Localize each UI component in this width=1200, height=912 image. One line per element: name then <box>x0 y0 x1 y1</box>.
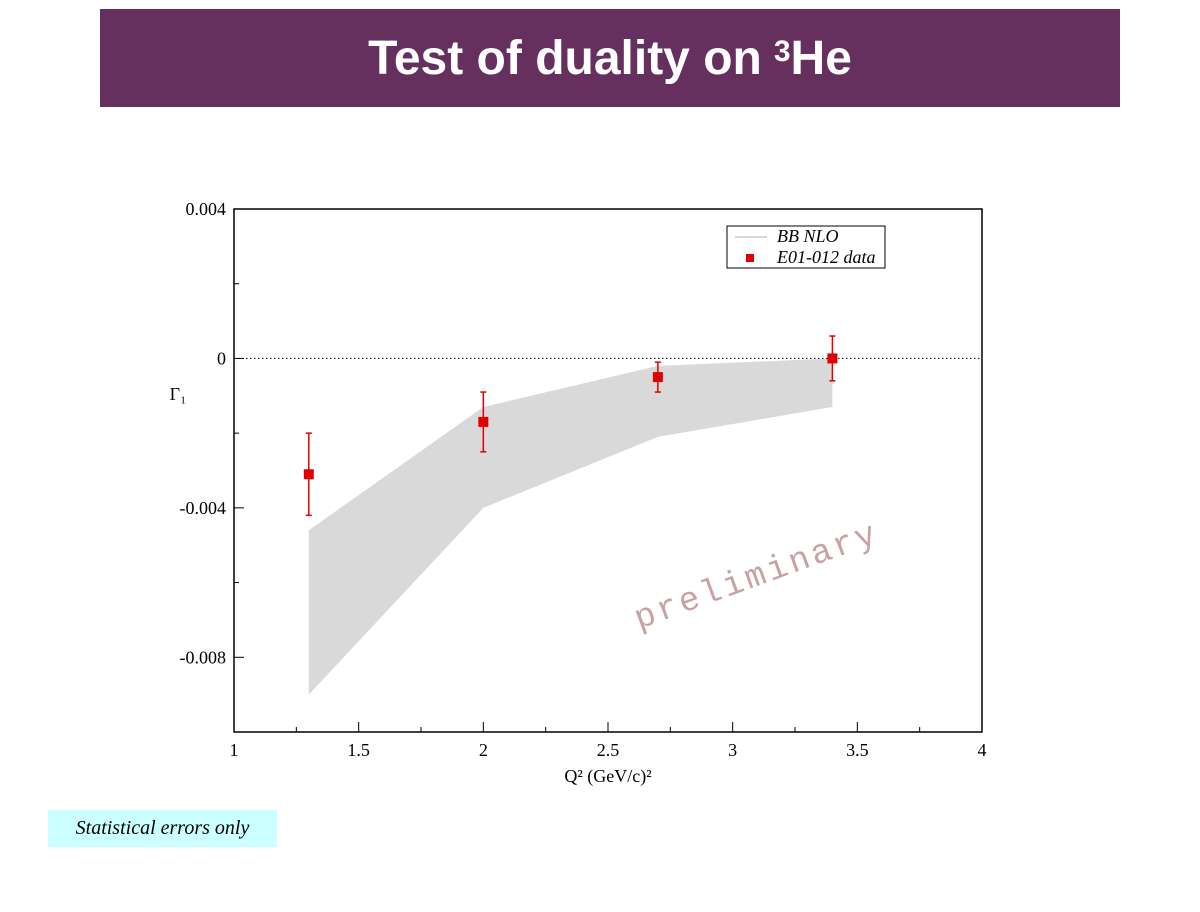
x-tick-label: 3.5 <box>846 740 869 760</box>
legend-swatch <box>746 254 754 262</box>
x-axis-label: Q² (GeV/c)² <box>564 766 651 787</box>
y-tick-label: 0.004 <box>186 199 227 219</box>
data-point <box>827 353 838 364</box>
x-tick-label: 3 <box>728 740 737 760</box>
data-point <box>303 469 314 480</box>
y-tick-label: -0.008 <box>180 647 227 667</box>
note: Statistical errors only <box>48 810 277 847</box>
x-tick-label: 4 <box>978 740 987 760</box>
x-tick-label: 2 <box>479 740 488 760</box>
y-tick-label: 0 <box>217 348 226 368</box>
watermark: preliminary <box>630 516 885 640</box>
title-end: He <box>790 31 852 85</box>
x-tick-label: 1 <box>230 740 239 760</box>
slide-title: Test of duality on <box>368 31 762 85</box>
legend-label: BB NLO <box>777 226 839 246</box>
data-point <box>478 416 489 427</box>
y-tick-label: -0.004 <box>180 498 227 518</box>
title-superscript: 3 <box>773 35 791 68</box>
x-tick-label: 2.5 <box>597 740 620 760</box>
data-point <box>652 372 663 383</box>
x-tick-label: 1.5 <box>347 740 370 760</box>
title-bar: Test of duality on 3 He <box>100 9 1120 107</box>
band <box>308 358 833 695</box>
y-axis-label: Γ₁ <box>170 384 187 404</box>
legend-label: E01-012 data <box>776 247 876 267</box>
